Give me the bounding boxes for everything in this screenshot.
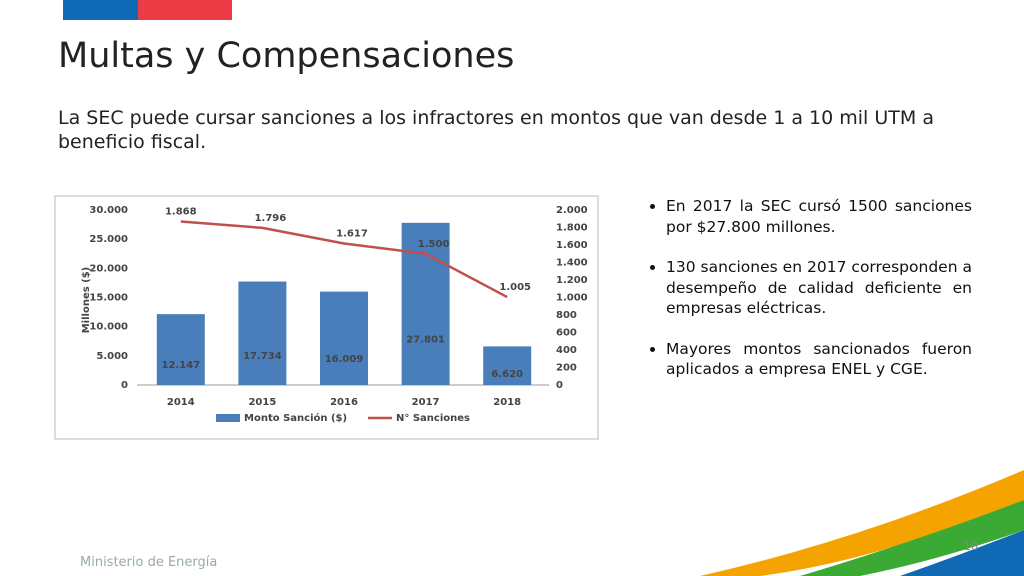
legend-label: Monto Sanción ($) — [244, 412, 347, 424]
page-number: 10 — [964, 540, 978, 553]
y-tick-label: 5.000 — [96, 351, 128, 362]
y2-tick-label: 400 — [556, 345, 577, 356]
x-tick-label: 2015 — [248, 397, 276, 408]
line-value-label: 1.796 — [255, 213, 287, 224]
y-tick-label: 10.000 — [89, 322, 128, 333]
bar-value-label: 12.147 — [162, 360, 201, 371]
bullet: Mayores montos sancionados fueron aplica… — [666, 339, 972, 380]
bullet-list: En 2017 la SEC cursó 1500 sanciones por … — [642, 196, 972, 400]
y2-tick-label: 0 — [556, 380, 563, 391]
bar-value-label: 6.620 — [491, 369, 523, 380]
x-tick-label: 2017 — [412, 397, 440, 408]
line-value-label: 1.617 — [336, 229, 368, 240]
y2-tick-label: 1.000 — [556, 293, 588, 304]
x-tick-label: 2018 — [493, 397, 521, 408]
y-tick-label: 0 — [121, 380, 128, 391]
y-tick-label: 25.000 — [89, 234, 128, 245]
bar-value-label: 27.801 — [406, 335, 445, 346]
y2-tick-label: 800 — [556, 310, 577, 321]
x-tick-label: 2016 — [330, 397, 358, 408]
x-tick-label: 2014 — [167, 397, 195, 408]
slide-title: Multas y Compensaciones — [58, 36, 515, 76]
bullet: En 2017 la SEC cursó 1500 sanciones por … — [666, 196, 972, 237]
y2-tick-label: 1.400 — [556, 258, 588, 269]
bar — [483, 346, 532, 385]
legend-label: N° Sanciones — [396, 413, 470, 424]
y2-tick-label: 1.800 — [556, 223, 588, 234]
bar — [156, 314, 205, 385]
line — [180, 220, 508, 299]
footer: Ministerio de Energía — [80, 555, 218, 570]
bar — [401, 222, 450, 385]
bar — [238, 281, 287, 385]
y2-tick-label: 200 — [556, 363, 577, 374]
y2-tick-label: 1.200 — [556, 275, 588, 286]
decor — [700, 470, 1024, 576]
flag-red — [138, 0, 232, 20]
bullet: 130 sanciones en 2017 corresponden a des… — [666, 257, 972, 319]
decor — [900, 530, 1024, 576]
legend-swatch — [216, 414, 240, 422]
line-value-label: 1.500 — [418, 239, 450, 250]
slide-subtitle: La SEC puede cursar sanciones a los infr… — [58, 107, 934, 153]
y-tick-label: 30.000 — [89, 205, 128, 216]
bar — [320, 291, 368, 385]
decor — [800, 500, 1024, 576]
y2-tick-label: 600 — [556, 328, 577, 339]
y2-tick-label: 2.000 — [556, 205, 588, 216]
bar-value-label: 17.734 — [243, 351, 282, 362]
line-value-label: 1.868 — [165, 207, 197, 218]
line-value-label: 1.005 — [499, 282, 531, 293]
flag-blue — [63, 0, 138, 20]
y-axis-title: Millones ($) — [81, 267, 92, 334]
y2-tick-label: 1.600 — [556, 240, 588, 251]
y-tick-label: 15.000 — [89, 293, 128, 304]
y-tick-label: 20.000 — [89, 263, 128, 274]
bar-value-label: 16.009 — [325, 354, 364, 365]
